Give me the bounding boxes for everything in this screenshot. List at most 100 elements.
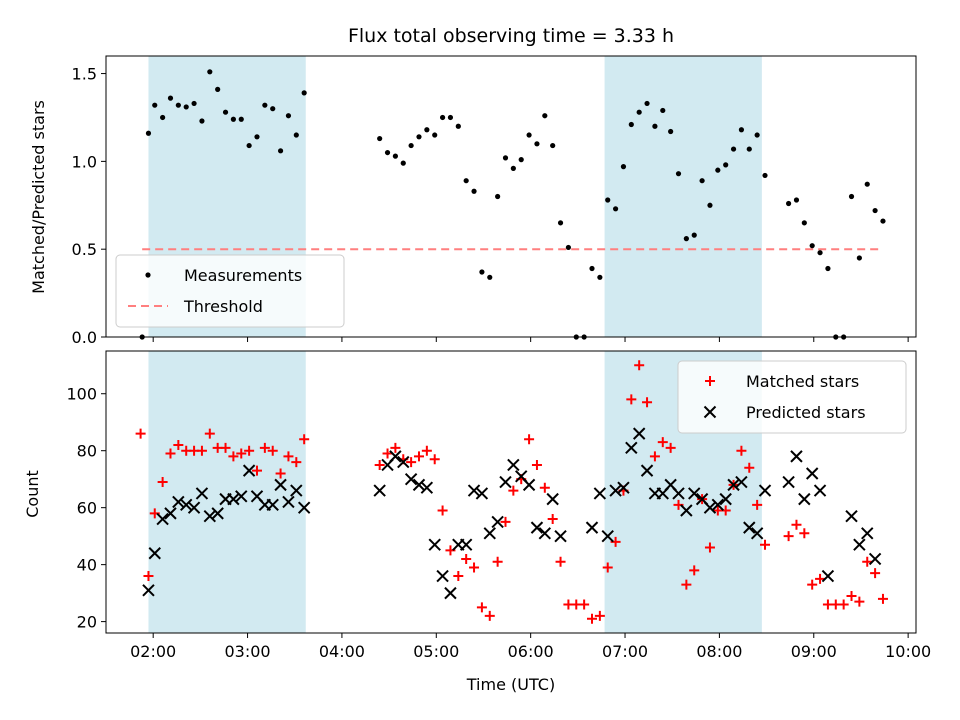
bottom-y-axis-label: Count <box>23 470 42 518</box>
predicted-point-32 <box>459 538 473 551</box>
measurement-point-27 <box>416 134 422 140</box>
matched-point-70 <box>752 499 763 510</box>
matched-point-9 <box>204 428 215 439</box>
matched-point-37 <box>492 556 503 567</box>
matched-point-32 <box>453 571 464 582</box>
predicted-point-46 <box>593 487 607 500</box>
measurement-point-50 <box>597 274 603 280</box>
predicted-point-16 <box>266 498 279 512</box>
predicted-point-69 <box>790 450 803 463</box>
legend-entry-0: Matched stars <box>746 372 859 391</box>
y-tick-label-2: 60 <box>77 499 97 518</box>
measurement-point-23 <box>384 149 391 156</box>
y-tick-label-4: 100 <box>66 385 97 404</box>
predicted-point-26 <box>412 478 426 492</box>
axes-frame <box>105 55 917 338</box>
predicted-point-25 <box>404 472 418 486</box>
matched-point-64 <box>704 542 715 553</box>
matched-point-43 <box>539 482 550 493</box>
matched-point-61 <box>681 579 692 590</box>
predicted-point-18 <box>282 495 295 509</box>
predicted-point-33 <box>467 484 481 497</box>
y-tick-label-0: 20 <box>77 613 97 632</box>
matched-point-62 <box>689 565 700 576</box>
measurement-point-52 <box>612 206 619 212</box>
y-tick-label-3: 80 <box>77 442 97 461</box>
matched-point-17 <box>267 445 278 456</box>
matched-point-48 <box>579 599 590 610</box>
matched-point-5 <box>173 440 184 450</box>
x-axis-label: Time (UTC) <box>466 675 555 694</box>
predicted-point-37 <box>499 475 512 489</box>
matched-point-75 <box>807 579 818 590</box>
matched-point-83 <box>870 568 881 579</box>
x-tick-label-2: 04:00 <box>319 642 365 661</box>
predicted-point-8 <box>203 510 217 523</box>
bottom-axes: 02:00 03:00 04:00 05:00 06:00 07:00 08:00 09:00… <box>66 350 931 661</box>
matched-stars-series <box>135 360 888 624</box>
measurement-point-81 <box>856 255 862 261</box>
predicted-point-27 <box>420 481 434 494</box>
matched-point-19 <box>283 451 294 462</box>
predicted-point-43 <box>546 492 559 506</box>
axes-frame <box>105 350 917 634</box>
measurement-point-37 <box>495 193 501 200</box>
matched-point-1 <box>143 571 154 582</box>
measurement-point-5 <box>175 102 181 108</box>
matched-point-41 <box>524 434 535 445</box>
predicted-point-1 <box>148 547 161 560</box>
predicted-point-21 <box>373 484 386 497</box>
legend-box <box>115 254 345 328</box>
top-legend: Measurements Threshold <box>115 254 345 328</box>
matched-point-58 <box>657 437 668 448</box>
measurement-point-44 <box>550 142 556 149</box>
bottom-panel: 02:00 03:00 04:00 05:00 06:00 07:00 08:00 09:00… <box>23 350 931 694</box>
measurement-point-17 <box>270 106 276 112</box>
matched-point-11 <box>220 442 231 453</box>
measurement-point-7 <box>191 100 197 107</box>
measurement-point-25 <box>400 160 406 166</box>
measurement-point-21 <box>301 90 307 96</box>
shaded-span-0 <box>148 351 306 633</box>
chart-title: Flux total observing time = 3.33 h <box>348 25 674 47</box>
matched-point-44 <box>547 514 558 525</box>
measurement-point-36 <box>487 274 493 280</box>
measurement-point-62 <box>691 232 697 238</box>
predicted-point-38 <box>507 458 520 472</box>
x-tick-label-4: 06:00 <box>508 642 554 661</box>
measurement-point-1 <box>145 130 152 136</box>
matched-point-39 <box>508 485 519 496</box>
predicted-point-9 <box>211 507 224 520</box>
predicted-point-19 <box>290 484 303 497</box>
legend-box <box>677 360 907 434</box>
predicted-point-56 <box>672 487 685 500</box>
measurement-point-24 <box>392 153 398 159</box>
predicted-point-76 <box>861 527 874 540</box>
matched-point-22 <box>374 459 385 470</box>
measurement-point-58 <box>660 107 666 114</box>
y-tick-label-0: 0.0 <box>72 328 97 347</box>
matched-point-33 <box>461 553 472 564</box>
predicted-point-61 <box>711 498 725 512</box>
measurement-point-29 <box>432 132 438 138</box>
measurement-point-20 <box>293 132 299 138</box>
measurement-point-74 <box>801 220 807 226</box>
measurement-point-45 <box>557 220 564 226</box>
matched-point-73 <box>791 519 802 530</box>
predicted-point-41 <box>530 521 544 534</box>
top-axes: 0.0 0.5 1.0 1.5 <box>72 55 917 347</box>
predicted-point-44 <box>554 529 567 543</box>
predicted-point-40 <box>522 478 536 492</box>
predicted-point-52 <box>640 464 654 477</box>
matched-point-72 <box>783 531 794 542</box>
matched-point-50 <box>594 610 605 621</box>
measurement-point-70 <box>754 132 760 138</box>
predicted-point-71 <box>805 467 819 480</box>
matched-point-29 <box>429 454 440 465</box>
predicted-point-57 <box>680 504 693 517</box>
measurement-point-9 <box>207 69 213 75</box>
x-tick-label-1: 03:00 <box>224 642 270 661</box>
measurement-point-38 <box>502 155 509 161</box>
